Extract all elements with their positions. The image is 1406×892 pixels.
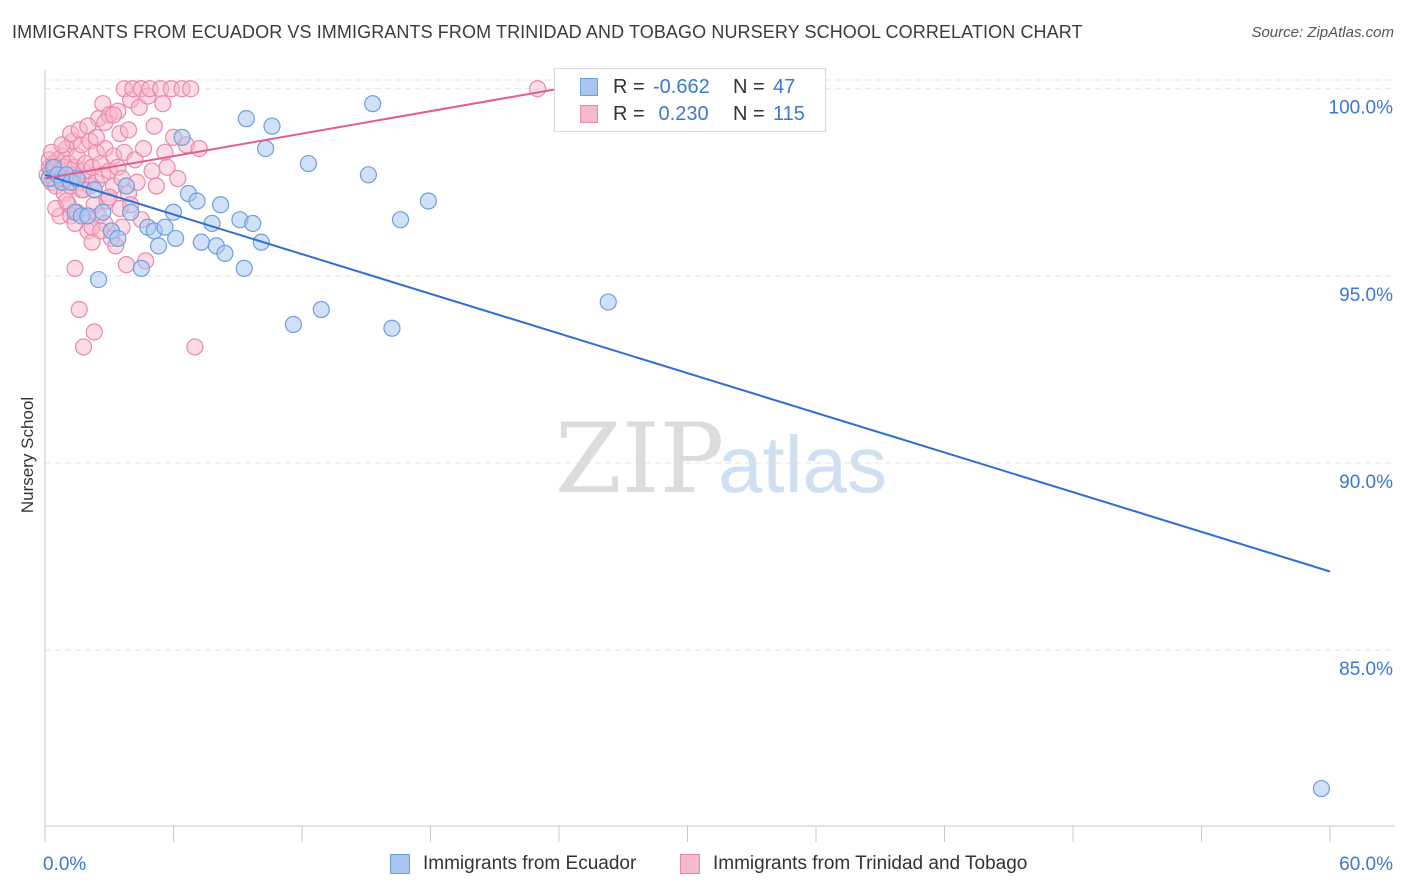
- data-point-ecuador: [256, 139, 275, 158]
- data-point-ecuador: [156, 218, 174, 236]
- watermark: ZIP atlas: [555, 403, 887, 515]
- data-point-trinidad: [87, 128, 106, 146]
- r-value: 0.230: [653, 103, 709, 125]
- y-tick-label: 100.0%: [1329, 98, 1394, 119]
- data-point-trinidad: [66, 259, 84, 277]
- x-tick-label: 0.0%: [43, 854, 86, 875]
- data-point-trinidad: [147, 177, 165, 195]
- data-point-trinidad: [145, 117, 163, 135]
- watermark-atlas: atlas: [718, 420, 887, 509]
- data-point-ecuador: [364, 95, 382, 113]
- data-point-ecuador: [263, 117, 281, 135]
- data-point-ecuador: [383, 319, 401, 337]
- data-point-ecuador: [89, 270, 108, 289]
- data-point-trinidad: [154, 95, 172, 113]
- data-point-ecuador: [109, 229, 127, 248]
- data-point-ecuador: [117, 177, 135, 195]
- tick-labels: 100.0% 95.0% 90.0% 85.0% 0.0% 60.0%: [43, 98, 1393, 875]
- watermark-zip: ZIP: [555, 403, 724, 515]
- data-point-ecuador: [216, 244, 234, 262]
- data-point-ecuador: [192, 233, 210, 251]
- data-point-trinidad: [70, 300, 88, 319]
- data-point-ecuador: [122, 203, 140, 221]
- series-trinidad-points: [38, 80, 547, 356]
- data-point-trinidad: [158, 158, 176, 176]
- grid-lines: [45, 79, 1395, 651]
- data-point-ecuador: [359, 166, 377, 184]
- trend-lines: [44, 87, 1331, 573]
- data-point-ecuador: [284, 315, 303, 334]
- data-point-ecuador: [244, 214, 262, 233]
- legend-swatch-ecuador: [390, 854, 410, 874]
- axes: [44, 70, 1395, 842]
- data-point-ecuador: [188, 192, 206, 210]
- data-point-ecuador: [599, 293, 617, 311]
- y-tick-label: 95.0%: [1339, 285, 1393, 306]
- stats-swatch-trinidad: [580, 105, 598, 123]
- chart-source: Source: ZipAtlas.com: [1251, 24, 1394, 41]
- data-point-trinidad: [143, 162, 161, 180]
- data-point-ecuador: [237, 110, 255, 128]
- legend-swatch-trinidad: [680, 854, 700, 874]
- trend-line-ecuador: [44, 173, 1331, 573]
- chart-title: IMMIGRANTS FROM ECUADOR VS IMMIGRANTS FR…: [12, 22, 1083, 42]
- data-point-ecuador: [132, 259, 150, 277]
- data-point-ecuador: [79, 207, 97, 225]
- stats-row-ecuador: R = -0.662 N = 47: [555, 73, 825, 101]
- data-point-trinidad: [85, 323, 103, 341]
- y-tick-label: 85.0%: [1339, 659, 1393, 680]
- x-tick-label: 60.0%: [1339, 854, 1393, 875]
- data-point-trinidad: [169, 169, 187, 188]
- series-ecuador-points: [40, 95, 1331, 798]
- n-key: N =: [733, 103, 765, 125]
- data-point-ecuador: [1312, 779, 1331, 798]
- data-point-trinidad: [190, 139, 208, 158]
- y-tick-label: 90.0%: [1339, 472, 1393, 493]
- data-point-ecuador: [173, 128, 191, 146]
- trend-line-trinidad: [44, 87, 560, 180]
- r-key: R =: [613, 103, 645, 125]
- legend-label: Immigrants from Trinidad and Tobago: [713, 853, 1028, 874]
- legend-label: Immigrants from Ecuador: [423, 853, 637, 874]
- data-point-trinidad: [134, 139, 153, 158]
- data-point-ecuador: [149, 237, 168, 255]
- data-point-ecuador: [299, 154, 318, 173]
- data-point-trinidad: [117, 256, 135, 274]
- data-point-ecuador: [391, 211, 410, 229]
- data-point-ecuador: [419, 192, 437, 210]
- data-point-ecuador: [312, 300, 330, 319]
- stats-swatch-ecuador: [580, 78, 598, 96]
- n-value: 47: [773, 76, 796, 98]
- n-value: 115: [773, 103, 805, 125]
- data-point-ecuador: [235, 259, 253, 277]
- data-point-trinidad: [119, 121, 138, 139]
- data-point-trinidad: [186, 338, 204, 356]
- stats-row-trinidad: R = 0.230 N = 115: [555, 100, 825, 128]
- data-point-ecuador: [167, 229, 185, 248]
- data-point-trinidad: [74, 338, 93, 356]
- data-point-ecuador: [212, 196, 230, 214]
- data-point-trinidad: [182, 80, 200, 98]
- r-value: -0.662: [653, 76, 710, 98]
- n-key: N =: [733, 76, 765, 98]
- data-point-trinidad: [104, 106, 123, 124]
- data-point-ecuador: [94, 203, 112, 221]
- r-key: R =: [613, 76, 645, 98]
- stats-box: R = -0.662 N = 47 R = 0.230 N = 115: [554, 68, 826, 132]
